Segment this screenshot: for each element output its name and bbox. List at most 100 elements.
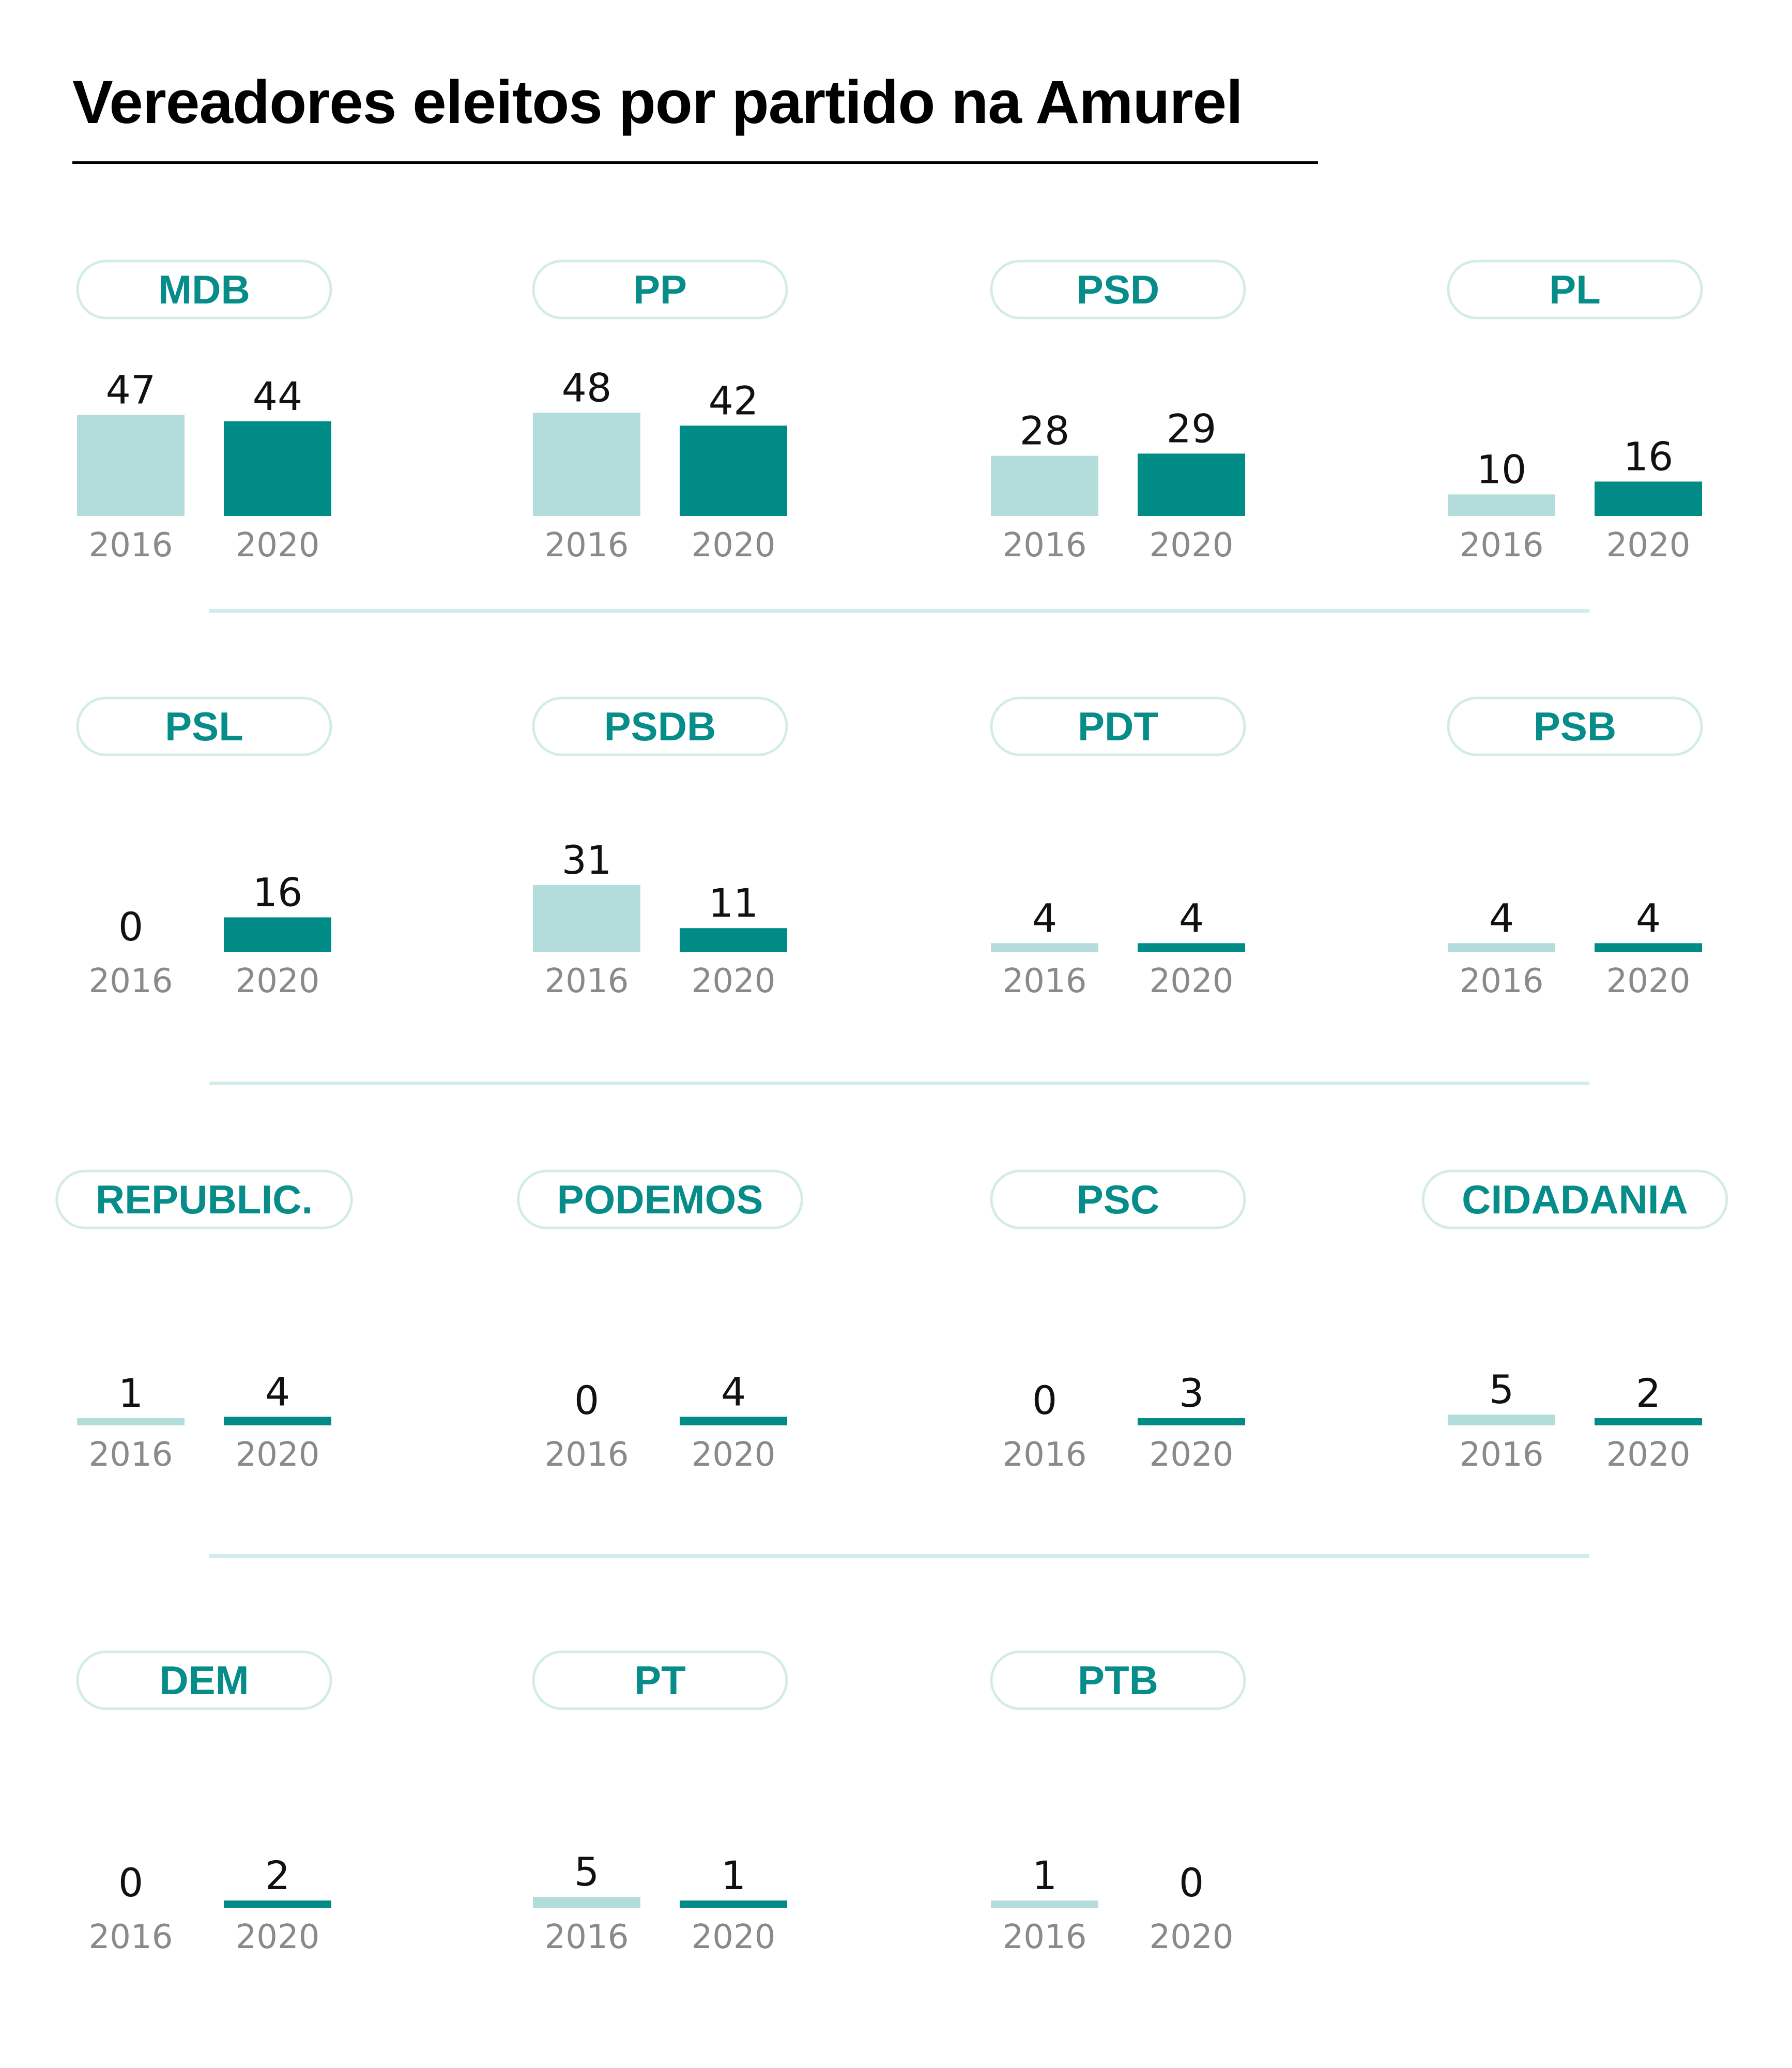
- year-label: 2016: [545, 962, 629, 1000]
- party-label: DEM: [159, 1658, 249, 1703]
- year-label: 2020: [1150, 962, 1234, 1000]
- party-label: REPUBLIC.: [96, 1177, 313, 1222]
- party-pill: [55, 1169, 353, 1229]
- value-label: 42: [709, 377, 759, 423]
- value-label: 16: [253, 869, 303, 915]
- row-divider: [209, 1082, 1589, 1085]
- party-pill: [990, 1169, 1246, 1229]
- party-panel-psdb: PSDB 31 2016 11 2020: [532, 696, 788, 1000]
- bar-2016: [991, 943, 1098, 952]
- chart-title: Vereadores eleitos por partido na Amurel: [72, 68, 1243, 136]
- bar-2020: [224, 1417, 331, 1425]
- party-label: PL: [1549, 267, 1601, 312]
- year-label: 2020: [236, 1918, 320, 1956]
- bar-2016: [533, 1897, 640, 1908]
- year-label: 2020: [1150, 1436, 1234, 1474]
- year-label: 2020: [692, 1918, 776, 1956]
- bar-2020: [224, 421, 331, 516]
- value-label: 4: [1032, 895, 1057, 941]
- bar-2016: [1448, 494, 1555, 516]
- party-pill: [532, 1650, 788, 1710]
- row-divider: [209, 609, 1589, 613]
- party-panel-republic: REPUBLIC. 1 2016 4 2020: [55, 1169, 353, 1474]
- year-label: 2020: [236, 526, 320, 565]
- year-label: 2016: [1460, 962, 1544, 1000]
- party-pill: [76, 696, 332, 756]
- bar-2016: [77, 1418, 185, 1425]
- year-label: 2020: [1606, 1436, 1691, 1474]
- bar-2020: [680, 1900, 787, 1908]
- party-label: PSD: [1077, 267, 1159, 312]
- year-label: 2016: [1460, 1436, 1544, 1474]
- party-panel-pp: PP 48 2016 42 2020: [532, 260, 788, 565]
- party-label: PTB: [1078, 1658, 1158, 1703]
- year-label: 2020: [236, 962, 320, 1000]
- year-label: 2016: [545, 1436, 629, 1474]
- party-pill: [76, 1650, 332, 1710]
- bar-2016: [533, 885, 640, 952]
- year-label: 2016: [1003, 962, 1087, 1000]
- bar-2016: [991, 1900, 1098, 1908]
- value-label: 44: [253, 373, 303, 419]
- year-label: 2020: [1606, 526, 1691, 565]
- value-label: 0: [1179, 1860, 1204, 1906]
- value-label: 0: [118, 904, 143, 950]
- bar-2016: [991, 455, 1098, 516]
- party-label: PDT: [1078, 704, 1158, 749]
- value-label: 28: [1020, 408, 1070, 454]
- title-underline: [72, 161, 1318, 164]
- bar-2020: [224, 1900, 331, 1908]
- party-panel-pt: PT 5 2016 1 2020: [532, 1650, 788, 1956]
- year-label: 2016: [545, 526, 629, 565]
- bar-2016: [1448, 1415, 1555, 1425]
- party-label: MDB: [158, 267, 250, 312]
- party-label: CIDADANIA: [1462, 1177, 1688, 1222]
- bar-2020: [1595, 1418, 1702, 1425]
- party-pill: [532, 696, 788, 756]
- value-label: 10: [1477, 446, 1527, 492]
- value-label: 16: [1623, 433, 1674, 479]
- year-label: 2016: [89, 526, 173, 565]
- party-panel-psb: PSB 4 2016 4 2020: [1447, 696, 1703, 1000]
- value-label: 4: [721, 1368, 746, 1415]
- party-panel-pdt: PDT 4 2016 4 2020: [990, 696, 1246, 1000]
- party-pill: [990, 260, 1246, 320]
- party-pill: [990, 1650, 1246, 1710]
- bar-2020: [1138, 1418, 1245, 1425]
- party-panel-ptb: PTB 1 2016 0 2020: [990, 1650, 1246, 1956]
- value-label: 5: [574, 1849, 599, 1895]
- year-label: 2020: [1606, 962, 1691, 1000]
- value-label: 3: [1179, 1370, 1204, 1416]
- bar-2020: [1595, 481, 1702, 516]
- party-panel-cidadania: CIDADANIA 5 2016 2 2020: [1421, 1169, 1728, 1474]
- year-label: 2016: [1460, 526, 1544, 565]
- party-label: PP: [633, 267, 687, 312]
- party-pill: [990, 696, 1246, 756]
- value-label: 1: [1032, 1852, 1057, 1898]
- year-label: 2020: [236, 1436, 320, 1474]
- year-label: 2016: [89, 962, 173, 1000]
- bar-2020: [680, 425, 787, 516]
- year-label: 2016: [545, 1918, 629, 1956]
- value-label: 0: [574, 1377, 599, 1423]
- party-panel-psd: PSD 28 2016 29 2020: [990, 260, 1246, 565]
- party-pill: [517, 1169, 803, 1229]
- row-divider: [209, 1554, 1589, 1558]
- party-pill: [1447, 696, 1703, 756]
- party-panel-psl: PSL 0 2016 16 2020: [76, 696, 332, 1000]
- value-label: 2: [1636, 1370, 1661, 1416]
- party-panel-podemos: PODEMOS 0 2016 4 2020: [517, 1169, 803, 1474]
- bar-2020: [1138, 453, 1245, 516]
- party-panel-dem: DEM 0 2016 2 2020: [76, 1650, 332, 1956]
- bar-2016: [1448, 943, 1555, 952]
- value-label: 1: [118, 1370, 143, 1416]
- year-label: 2020: [692, 526, 776, 565]
- party-label: PSC: [1077, 1177, 1159, 1222]
- value-label: 4: [1636, 895, 1661, 941]
- party-panel-mdb: MDB 47 2016 44 2020: [76, 260, 332, 565]
- bar-2020: [224, 917, 331, 952]
- value-label: 0: [1032, 1377, 1057, 1423]
- value-label: 4: [1179, 895, 1204, 941]
- value-label: 47: [106, 367, 156, 413]
- year-label: 2020: [1150, 526, 1234, 565]
